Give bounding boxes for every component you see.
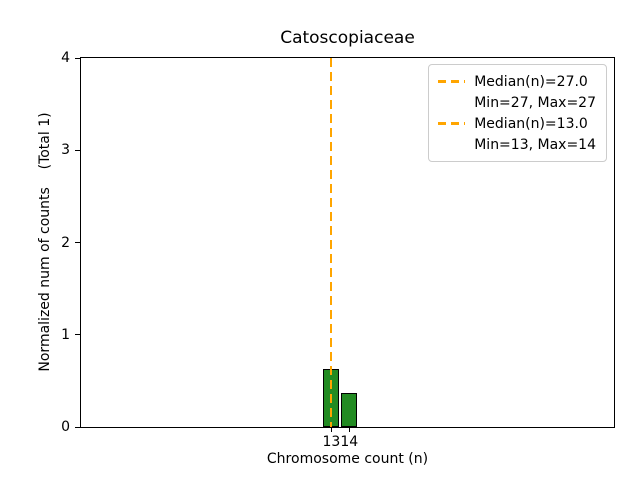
chart-title: Catoscopiaceae xyxy=(280,28,415,48)
legend-row: Median(n)=13.0 xyxy=(438,114,596,133)
x-tick-label: 14 xyxy=(340,434,359,450)
legend-swatch-spacer xyxy=(438,101,465,104)
legend-row: Min=27, Max=27 xyxy=(438,93,596,112)
y-tick-label: 4 xyxy=(61,50,70,66)
x-tick-label: 13 xyxy=(322,434,341,450)
y-tick-label: 0 xyxy=(61,419,70,435)
legend-row: Median(n)=27.0 xyxy=(438,72,596,91)
legend-row: Min=13, Max=14 xyxy=(438,135,596,154)
legend-label: Min=13, Max=14 xyxy=(474,136,596,153)
dashed-line-swatch xyxy=(438,80,466,83)
median-line xyxy=(330,58,333,427)
x-axis-label: Chromosome count (n) xyxy=(266,451,429,467)
legend-label: Median(n)=13.0 xyxy=(474,115,588,132)
legend-label: Min=27, Max=27 xyxy=(474,94,596,111)
dashed-line-swatch xyxy=(438,122,466,125)
legend-label: Median(n)=27.0 xyxy=(474,73,588,90)
bar xyxy=(341,392,358,427)
y-axis-label: Normalized num of counts (Total 1) xyxy=(37,112,53,372)
legend: Median(n)=27.0 Min=27, Max=27 Median(n)=13… xyxy=(428,64,607,162)
x-tick-mark xyxy=(330,428,332,432)
x-tick-mark xyxy=(348,428,350,432)
legend-swatch-spacer xyxy=(438,143,465,146)
